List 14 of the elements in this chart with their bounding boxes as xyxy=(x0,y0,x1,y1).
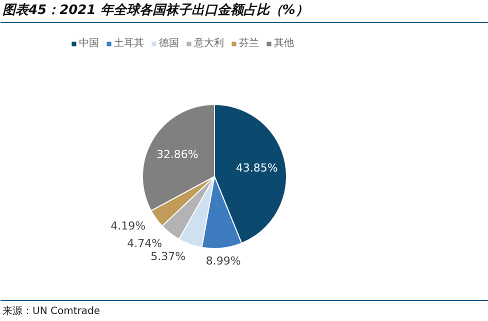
legend-label: 其他 xyxy=(274,36,294,50)
data-label: 4.74% xyxy=(127,236,162,250)
legend-label: 土耳其 xyxy=(114,36,144,50)
chart-title: 图表45：2021 年全球各国袜子出口金额占比（%） xyxy=(2,2,308,18)
data-label: 4.19% xyxy=(110,220,146,233)
data-label: 43.85% xyxy=(236,162,278,175)
legend-label: 芬兰 xyxy=(239,36,259,50)
legend-label: 意大利 xyxy=(194,36,224,50)
data-label: 32.86% xyxy=(156,148,198,161)
legend-label: 德国 xyxy=(159,37,179,50)
source-note: 来源：UN Comtrade xyxy=(2,305,100,317)
data-label: 8.99% xyxy=(206,254,241,268)
data-label: 5.37% xyxy=(150,250,186,263)
legend-label: 中国 xyxy=(79,36,99,50)
